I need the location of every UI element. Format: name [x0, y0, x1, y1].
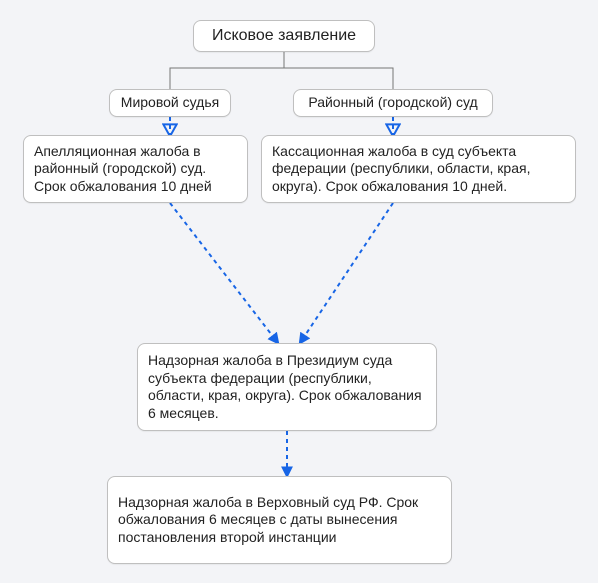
node-n4-label: Кассационная жалоба в суд субъекта федер… — [272, 143, 565, 196]
node-n5-label: Надзорная жалоба в Президиум суда субъек… — [148, 352, 426, 422]
node-n6-label: Надзорная жалоба в Верховный суд РФ. Сро… — [118, 494, 441, 547]
node-n3-label: Апелляционная жалоба в районный (городск… — [34, 143, 237, 196]
node-n5: Надзорная жалоба в Президиум суда субъек… — [137, 343, 437, 431]
node-n1-label: Мировой судья — [121, 94, 219, 112]
edge-solid-0 — [170, 52, 284, 89]
edge-dashed-3 — [300, 203, 393, 343]
node-n6: Надзорная жалоба в Верховный суд РФ. Сро… — [107, 476, 452, 564]
node-n1: Мировой судья — [109, 89, 231, 117]
edge-solid-1 — [284, 52, 393, 89]
node-root-label: Исковое заявление — [212, 26, 356, 46]
node-n2-label: Районный (городской) суд — [308, 94, 477, 112]
node-n4: Кассационная жалоба в суд субъекта федер… — [261, 135, 576, 203]
node-n2: Районный (городской) суд — [293, 89, 493, 117]
edge-dashed-2 — [170, 203, 278, 343]
node-n3: Апелляционная жалоба в районный (городск… — [23, 135, 248, 203]
node-root: Исковое заявление — [193, 20, 375, 52]
